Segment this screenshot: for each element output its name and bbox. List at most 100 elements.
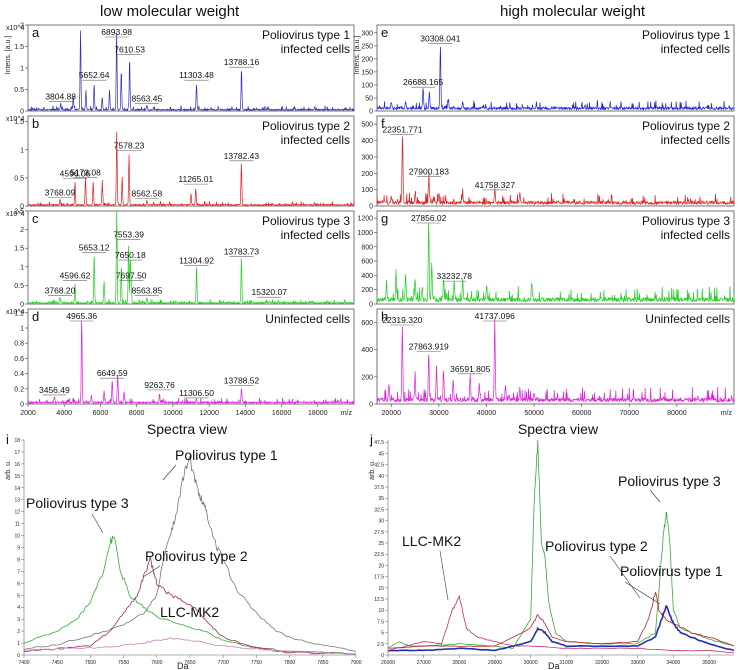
y-tick-label: 45 [378,451,384,457]
y-tick-label: 15 [378,586,384,592]
panel-letter: b [32,116,39,131]
series-line [27,320,355,405]
annotation-leaders [91,464,661,605]
peak-label: 3804.88 [45,92,76,102]
y-tick-label: 0.8 [14,341,24,348]
x-tick-label: 18000 [308,410,328,417]
x-tick-label: 35000 [702,660,716,666]
y-exponent: x10^4 [6,309,25,316]
series-line [27,131,355,207]
leader-j-llc [439,550,449,601]
header-left: low molecular weight [100,3,240,20]
annotation-j-llc: LLC-MK2 [402,533,461,549]
x-tick-label: 7550 [118,660,129,666]
y-tick-label: 1000 [357,230,373,237]
y-tick-label: 7 [17,569,20,575]
plots-layer: 0 0.5 1 1.5 2 Intens. [a.u.] x10^4 a Poliovirus … [5,23,735,670]
panel-letter: a [32,25,40,40]
y-tick-label: 5 [17,593,20,599]
x-tick-label: 40000 [477,410,497,417]
y-tick-label: 600 [361,259,373,266]
y-tick-label: 0 [17,653,20,659]
y-tick-label: 7.5 [377,619,384,625]
y-tick-label: 100 [361,187,373,194]
y-tick-label: 1 [20,326,24,333]
y-tick-label: 4 [17,605,20,611]
x-tick-label: 60000 [572,410,592,417]
peak-label: 4596.62 [60,270,91,280]
x-tick-label: 7900 [350,660,361,666]
annotation-j-type1: Poliovirus type 1 [620,563,723,579]
x-tick-label: 12000 [199,410,219,417]
y-exponent: x10^4 [6,211,25,218]
series-line [388,591,735,649]
peak-label: 13783.73 [224,246,260,256]
x-tick-label: 20000 [382,410,402,417]
x-tick-label: 7700 [218,660,229,666]
peak-label: 13782.43 [224,151,260,161]
condition-label: Uninfected cells [645,312,730,326]
series-line [376,223,735,303]
series-line [387,604,735,652]
y-tick-label: 1.5 [14,119,24,126]
y-tick-label: 14 [14,486,20,492]
panel-g: 0 200 400 600 800 1000 1200 g Poliovirus type 3i… [357,210,735,309]
peak-label: 41737.096 [475,311,515,321]
y-tick-label: 0 [381,653,384,659]
y-tick-label: 1 [20,147,24,154]
peak-label: 15320.07 [252,287,288,297]
y-tick-label: 50 [365,95,373,102]
y-tick-label: 0.6 [14,356,24,363]
panel-frame [376,308,735,405]
y-tick-label: 0 [369,302,373,309]
y-tick-label: 37.5 [374,485,384,491]
y-tick-label: 100 [361,82,373,89]
y-tick-label: 13 [14,498,20,504]
x-tick-label: 28000 [452,660,466,666]
leader-j-type1 [624,581,661,605]
condition-label: Poliovirus type 1 [642,28,730,42]
y-tick-label: 400 [361,347,373,354]
peak-label: 7610.53 [114,44,145,54]
y-exponent: x10^4 [6,25,25,32]
peak-label: 8563.85 [132,285,163,295]
x-tick-label: 33000 [631,660,645,666]
y-tick-label: 1200 [357,216,373,223]
y-tick-label: 800 [361,244,373,251]
y-tick-label: 15 [14,474,20,480]
panel-frame [27,308,355,405]
y-axis-label: arb. u. [5,460,12,480]
y-tick-label: 0 [20,109,24,116]
series-line [27,30,355,112]
y-tick-label: 20 [378,563,384,569]
y-axis-label: Intens. [a.u.] [5,36,12,75]
y-tick-label: 18 [14,438,20,444]
x-tick-label: 7600 [151,660,162,666]
y-tick-label: 200 [361,287,373,294]
peak-label: 4965.36 [66,311,97,321]
panel-frame [27,210,355,305]
series-line [376,46,735,111]
peak-label: 11306.50 [179,388,214,398]
x-tick-label: 7800 [284,660,295,666]
y-tick-label: 25 [378,541,384,547]
x-tick-label: 34000 [666,660,680,666]
y-tick-label: 300 [361,30,373,37]
y-tick-label: 0.2 [14,386,24,393]
x-tick-label: 8000 [129,410,145,417]
x-tick-label: 16000 [272,410,292,417]
peak-label: 3456.49 [39,385,70,395]
spectra-title: Spectra view [518,421,599,437]
panel-frame [376,24,735,112]
y-tick-label: 200 [361,374,373,381]
y-tick-label: 2 [17,629,20,635]
y-tick-label: 1 [17,641,20,647]
y-tick-label: 9 [17,546,20,552]
condition-label: Poliovirus type 1 [262,28,350,42]
peak-label: 7697.50 [116,270,147,280]
y-tick-label: 2 [20,227,24,234]
y-tick-label: 27.5 [374,530,384,536]
y-tick-label: 600 [361,320,373,327]
